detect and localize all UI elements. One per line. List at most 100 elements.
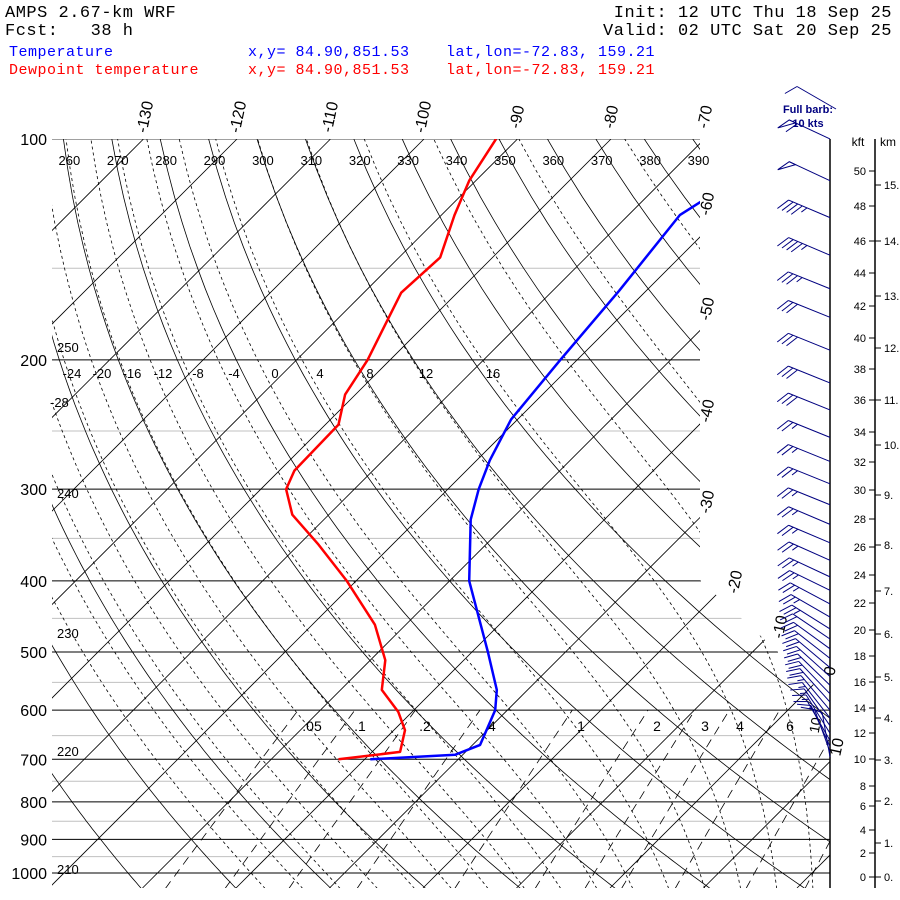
barb-staff (801, 682, 831, 719)
barb-feather (781, 468, 794, 478)
barb-feather (776, 420, 789, 430)
barb-staff (803, 688, 831, 726)
dry-adiabat (52, 139, 427, 888)
km-label: 2. (884, 796, 893, 808)
km-label: 1. (884, 838, 893, 850)
barb-feather (777, 557, 790, 567)
temperature-line (370, 139, 763, 761)
isotherm (52, 139, 238, 888)
barb-feather (781, 239, 794, 249)
dry-adiabat (111, 139, 616, 888)
kft-label: 2 (860, 848, 866, 860)
pressure-label: 900 (20, 832, 47, 849)
barb-feather (786, 641, 800, 648)
kft-label: 4 (860, 825, 866, 837)
pressure-label: 400 (20, 574, 47, 591)
isotherm-label: -40 (697, 398, 718, 424)
moist-adiabat (52, 139, 415, 888)
dry-adiabat (256, 139, 830, 888)
dry-adiabat-label: 230 (57, 626, 79, 641)
barb-feather (786, 396, 798, 406)
barb-staff (790, 582, 831, 605)
wind-barb (777, 557, 831, 578)
wind-barb (776, 444, 831, 462)
kft-label: 28 (854, 514, 866, 526)
wind-barb (776, 487, 831, 506)
wind-barb (785, 660, 831, 695)
barb-staff (794, 630, 831, 659)
wind-barb (777, 161, 831, 182)
barb-feather (796, 703, 812, 706)
forecast-hour: Fcst: 38 h (5, 22, 134, 41)
kft-label: 38 (854, 364, 866, 376)
barb-staff (788, 444, 831, 462)
kft-label: 24 (854, 570, 866, 582)
wind-barb (776, 466, 831, 485)
km-label: 6. (884, 629, 893, 641)
barb-feather (781, 421, 794, 432)
barb-feather (776, 271, 789, 281)
pressure-label: 800 (20, 795, 47, 812)
mixing-ratio-line (356, 709, 481, 888)
moist-adiabat (178, 139, 634, 888)
wind-barb (777, 119, 831, 140)
wind-barb (779, 613, 831, 640)
kft-label: 32 (854, 457, 866, 469)
isotherm (516, 139, 830, 888)
isotherm (52, 139, 799, 888)
barb-feather (784, 86, 798, 94)
pressure-label: 100 (20, 132, 47, 149)
isotherm-label: -100 (412, 100, 435, 135)
mixing-ratio-line (621, 709, 730, 888)
barb-feather (779, 613, 793, 621)
barb-feather (777, 524, 789, 535)
km-label: 0. (884, 872, 893, 884)
isotherm (891, 139, 900, 888)
barb-feather (782, 638, 796, 644)
dry-adiabat (692, 139, 830, 888)
isotherm (796, 139, 830, 888)
barb-feather (786, 203, 799, 213)
barb-staff (788, 300, 831, 318)
dry-adiabat (401, 139, 830, 888)
barb-feather (785, 660, 799, 666)
barb-staff (797, 653, 831, 686)
barb-half-feather (798, 686, 806, 688)
barb-feather (781, 630, 795, 637)
barb-feather (785, 123, 798, 133)
barb-feather (781, 201, 794, 211)
kft-title: kft (852, 135, 865, 149)
mixing-ratio-line (224, 709, 356, 888)
dry-adiabat (52, 139, 237, 888)
barb-staff (788, 365, 831, 384)
wind-barb (777, 506, 831, 525)
isotherm (52, 139, 705, 888)
pressure-label: 700 (20, 752, 47, 769)
barb-feather (781, 394, 794, 404)
init-time: Init: 12 UTC Thu 18 Sep 25 (613, 4, 892, 23)
barb-feather (787, 657, 802, 662)
legend-dewpoint-latlon: lat,lon=-72.83, 159.21 (446, 62, 656, 79)
barb-staff (792, 613, 831, 640)
dry-adiabat-label: 300 (252, 153, 274, 168)
barb-staff (788, 237, 831, 256)
isotherm-label: -30 (697, 489, 718, 515)
barb-feather (785, 633, 799, 640)
barb-feather (776, 365, 789, 376)
barb-pennant (777, 161, 797, 171)
barb-legend-sample (784, 86, 837, 110)
legend-dewpoint-xy: x,y= 84.90,851.53 (248, 62, 410, 79)
moist-adiabat-label: -20 (93, 366, 112, 381)
barb-staff (800, 675, 831, 711)
barb-feather (786, 649, 801, 655)
isotherm (52, 139, 518, 888)
barb-feather (781, 301, 794, 312)
kft-label: 22 (854, 598, 866, 610)
dry-adiabat-label: 260 (58, 153, 80, 168)
barb-feather (776, 392, 789, 403)
km-title: km (880, 135, 896, 149)
barb-staff (793, 621, 831, 650)
barb-legend-line1: Full barb: (783, 104, 833, 116)
km-label: 15. (884, 180, 899, 192)
mixing-ratio-line (674, 709, 780, 888)
